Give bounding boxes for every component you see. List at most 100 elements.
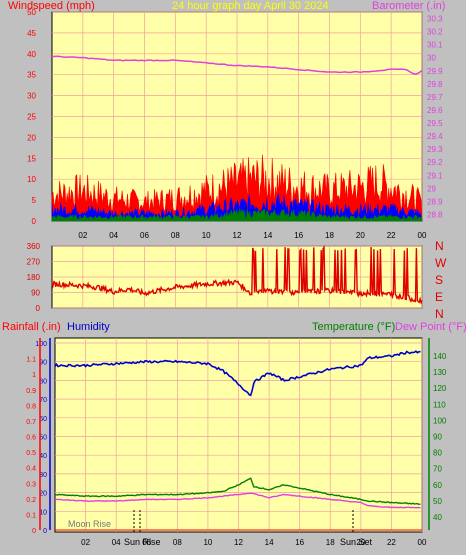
humidity-tick-label: 10 <box>39 509 47 516</box>
rainfall-tick-label: 0.6 <box>26 435 36 442</box>
hour-tick-label: 00 <box>418 538 427 547</box>
hour-tick-label: 20 <box>356 538 365 547</box>
hour-tick-label: 18 <box>325 231 334 240</box>
rainfall-tick-label: 1 <box>32 372 36 379</box>
humidity-tick-label: 0 <box>43 528 47 535</box>
humidity-tick-label: 100 <box>35 341 47 348</box>
humidity-temperature-panel: 0 0.1 0.2 0.3 0.4 0.5 0.6 0.7 0.8 0.9 1 1.1 0 10 20 30… <box>26 337 447 547</box>
humidity-tick-label: 50 <box>39 435 47 442</box>
rainfall-tick-label: 1.1 <box>26 357 36 364</box>
temperature-tick-label: 130 <box>433 368 447 377</box>
dew-point-label: Dew Point (°F) <box>395 321 466 333</box>
temperature-tick-label: 80 <box>433 449 442 458</box>
wind-gust-series <box>51 154 423 222</box>
wind-direction-series <box>51 244 423 305</box>
humidity-series <box>54 350 421 397</box>
hour-tick-label: 10 <box>203 538 212 547</box>
rainfall-tick-label: 0.2 <box>26 497 36 504</box>
direction-tick-label: 360 <box>27 242 41 251</box>
hour-tick-label: 20 <box>356 231 365 240</box>
windspeed-tick-label: 40 <box>27 50 36 59</box>
graph-title: 24 hour graph day April 30 2024 <box>172 0 329 12</box>
windspeed-tick-label: 50 <box>27 8 36 17</box>
barometer-tick-label: 29 <box>427 184 436 193</box>
wind-barometer-panel: 0 5 10 15 20 25 30 35 40 45 50 28.8 28.9 29 29.1 29.2 2… <box>27 8 443 240</box>
hour-tick-label: 18 <box>326 538 335 547</box>
wind-low-series <box>51 207 423 222</box>
barometer-tick-label: 29.6 <box>427 106 443 115</box>
hour-tick-label: 06 <box>142 538 151 547</box>
windspeed-tick-label: 15 <box>27 154 36 163</box>
barometer-tick-label: 29.7 <box>427 93 443 102</box>
hour-tick-label: 14 <box>265 538 274 547</box>
windspeed-tick-label: 45 <box>27 29 36 38</box>
hour-tick-label: 22 <box>387 538 396 547</box>
temperature-tick-label: 140 <box>433 352 447 361</box>
compass-label-e: E <box>435 290 443 304</box>
wind-average-series <box>51 192 423 222</box>
barometer-tick-label: 29.3 <box>427 145 443 154</box>
moon-rise-label: Moon Rise <box>68 519 111 529</box>
sun-set-label: Sun Set <box>340 537 373 547</box>
rainfall-label: Rainfall (.in) <box>2 321 61 333</box>
barometer-tick-label: 29.9 <box>427 67 443 76</box>
hour-tick-label: 22 <box>387 231 396 240</box>
hour-tick-label: 02 <box>78 231 87 240</box>
windspeed-label: Windspeed (mph) <box>8 0 95 12</box>
temperature-tick-label: 50 <box>433 497 442 506</box>
humidity-tick-label: 70 <box>39 397 47 404</box>
barometer-series <box>51 55 423 75</box>
windspeed-tick-label: 35 <box>27 71 36 80</box>
temperature-label: Temperature (°F) <box>312 321 395 333</box>
humidity-tick-label: 40 <box>39 453 47 460</box>
barometer-tick-label: 29.5 <box>427 119 443 128</box>
barometer-tick-label: 30.3 <box>427 15 443 24</box>
windspeed-tick-label: 5 <box>32 196 37 205</box>
temperature-series <box>54 477 421 506</box>
hour-tick-label: 00 <box>418 231 427 240</box>
sun-rise-label: Sun Rise <box>124 537 161 547</box>
rainfall-tick-label: 0.5 <box>26 450 36 457</box>
barometer-tick-label: 30.2 <box>427 28 443 37</box>
temperature-tick-label: 100 <box>433 416 447 425</box>
windspeed-tick-label: 30 <box>27 92 36 101</box>
windspeed-tick-label: 10 <box>27 175 36 184</box>
compass-label-n: N <box>435 307 444 321</box>
hour-tick-label: 08 <box>173 538 182 547</box>
temperature-tick-label: 70 <box>433 465 442 474</box>
humidity-tick-label: 90 <box>39 360 47 367</box>
barometer-tick-label: 29.1 <box>427 171 443 180</box>
hour-tick-label: 02 <box>81 538 90 547</box>
windspeed-tick-label: 20 <box>27 133 36 142</box>
temperature-tick-label: 90 <box>433 433 442 442</box>
direction-tick-label: 270 <box>27 258 41 267</box>
rainfall-tick-label: 0.9 <box>26 388 36 395</box>
hour-tick-label: 16 <box>295 538 304 547</box>
temperature-tick-label: 110 <box>433 400 446 409</box>
rainfall-tick-label: 0.1 <box>26 512 36 519</box>
direction-tick-label: 90 <box>31 289 40 298</box>
hour-tick-label: 16 <box>294 231 303 240</box>
hour-tick-label: 12 <box>233 231 242 240</box>
hour-tick-label: 04 <box>112 538 121 547</box>
hour-tick-label: 06 <box>140 231 149 240</box>
barometer-tick-label: 29.4 <box>427 132 443 141</box>
humidity-tick-label: 20 <box>39 491 47 498</box>
hour-tick-label: 10 <box>202 231 211 240</box>
humidity-label: Humidity <box>67 321 110 333</box>
rainfall-tick-label: 0.7 <box>26 419 36 426</box>
rainfall-tick-label: 0.4 <box>26 466 36 473</box>
barometer-tick-label: 29.8 <box>427 80 443 89</box>
dew-point-series <box>54 492 421 509</box>
hour-tick-label: 08 <box>171 231 180 240</box>
humidity-tick-label: 30 <box>39 472 47 479</box>
temperature-tick-label: 120 <box>433 384 447 393</box>
temperature-tick-label: 40 <box>433 513 442 522</box>
compass-label-w: W <box>435 256 447 270</box>
hour-tick-label: 14 <box>263 231 272 240</box>
direction-tick-label: 180 <box>27 273 41 282</box>
windspeed-tick-label: 25 <box>27 113 36 122</box>
compass-label-n: N <box>435 239 444 253</box>
rainfall-tick-label: 0.3 <box>26 481 36 488</box>
